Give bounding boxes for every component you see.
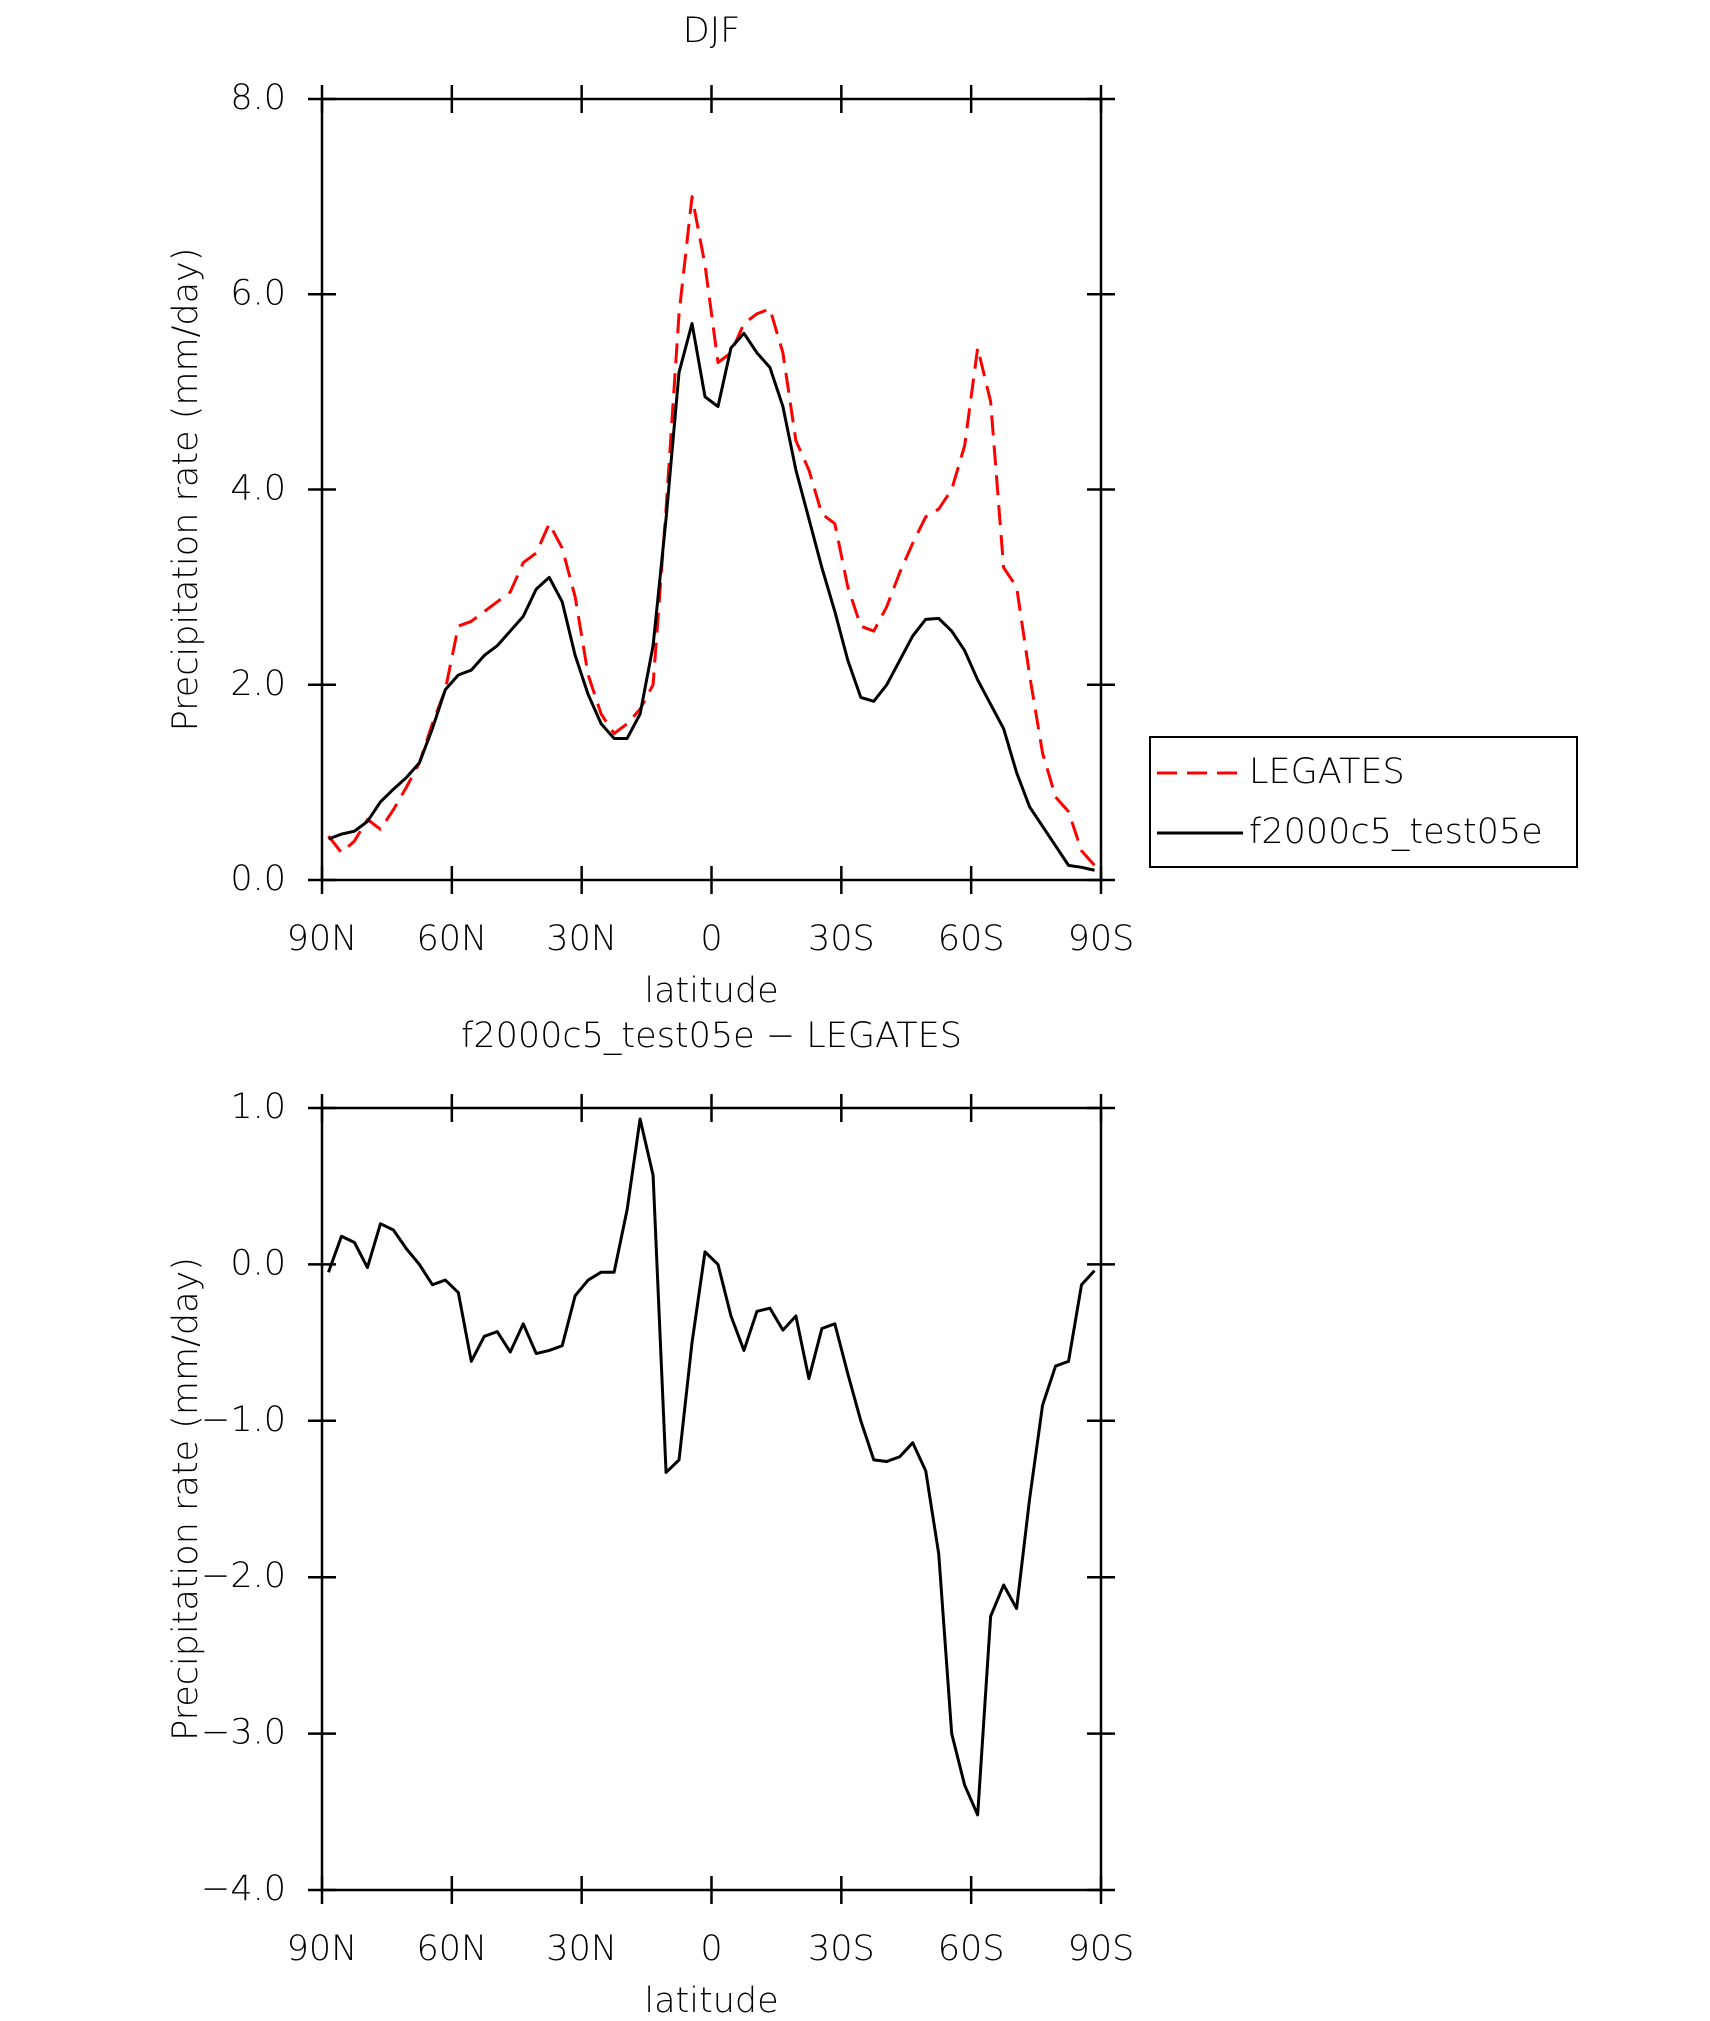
x-tick-label: 0 (700, 1929, 722, 1969)
chart-title: f2000c5_test05e − LEGATES (461, 1016, 962, 1056)
x-tick-label: 90S (1068, 1929, 1135, 1969)
x-tick-label: 0 (700, 919, 722, 959)
x-axis-label: latitude (644, 1981, 778, 2021)
x-tick-label: 90N (287, 1929, 358, 1969)
y-axis-label: Precipitation rate (mm/day) (166, 1257, 206, 1741)
chart-title: DJF (683, 11, 740, 51)
x-tick-label: 30S (808, 919, 875, 959)
y-tick-label: −2.0 (201, 1556, 286, 1596)
y-tick-label: 2.0 (230, 664, 286, 704)
x-tick-label: 60N (416, 919, 487, 959)
x-tick-label: 60N (416, 1929, 487, 1969)
y-tick-label: 4.0 (230, 469, 286, 509)
x-tick-label: 30N (546, 919, 617, 959)
y-axis-label: Precipitation rate (mm/day) (166, 248, 206, 732)
x-tick-label: 90S (1068, 919, 1135, 959)
y-tick-label: 0.0 (230, 1243, 286, 1283)
legend-label: LEGATES (1249, 752, 1405, 792)
y-tick-label: −4.0 (201, 1869, 286, 1909)
legend-label: f2000c5_test05e (1249, 812, 1543, 852)
x-tick-label: 30S (808, 1929, 875, 1969)
y-tick-label: 8.0 (230, 78, 286, 118)
plot-frame (320, 97, 1103, 882)
y-tick-label: −3.0 (201, 1713, 286, 1753)
y-tick-label: 6.0 (230, 273, 286, 313)
series-line (327, 195, 1096, 867)
plot-frame (320, 1106, 1103, 1892)
x-tick-label: 60S (938, 1929, 1005, 1969)
x-tick-label: 30N (546, 1929, 617, 1969)
legend-box (1149, 736, 1578, 868)
series-line (327, 1117, 1096, 1817)
y-tick-label: 0.0 (230, 859, 286, 899)
y-tick-label: 1.0 (230, 1087, 286, 1127)
y-tick-label: −1.0 (201, 1400, 286, 1440)
x-tick-label: 60S (938, 919, 1005, 959)
x-tick-label: 90N (287, 919, 358, 959)
series-line (327, 322, 1095, 872)
x-axis-label: latitude (644, 971, 778, 1011)
